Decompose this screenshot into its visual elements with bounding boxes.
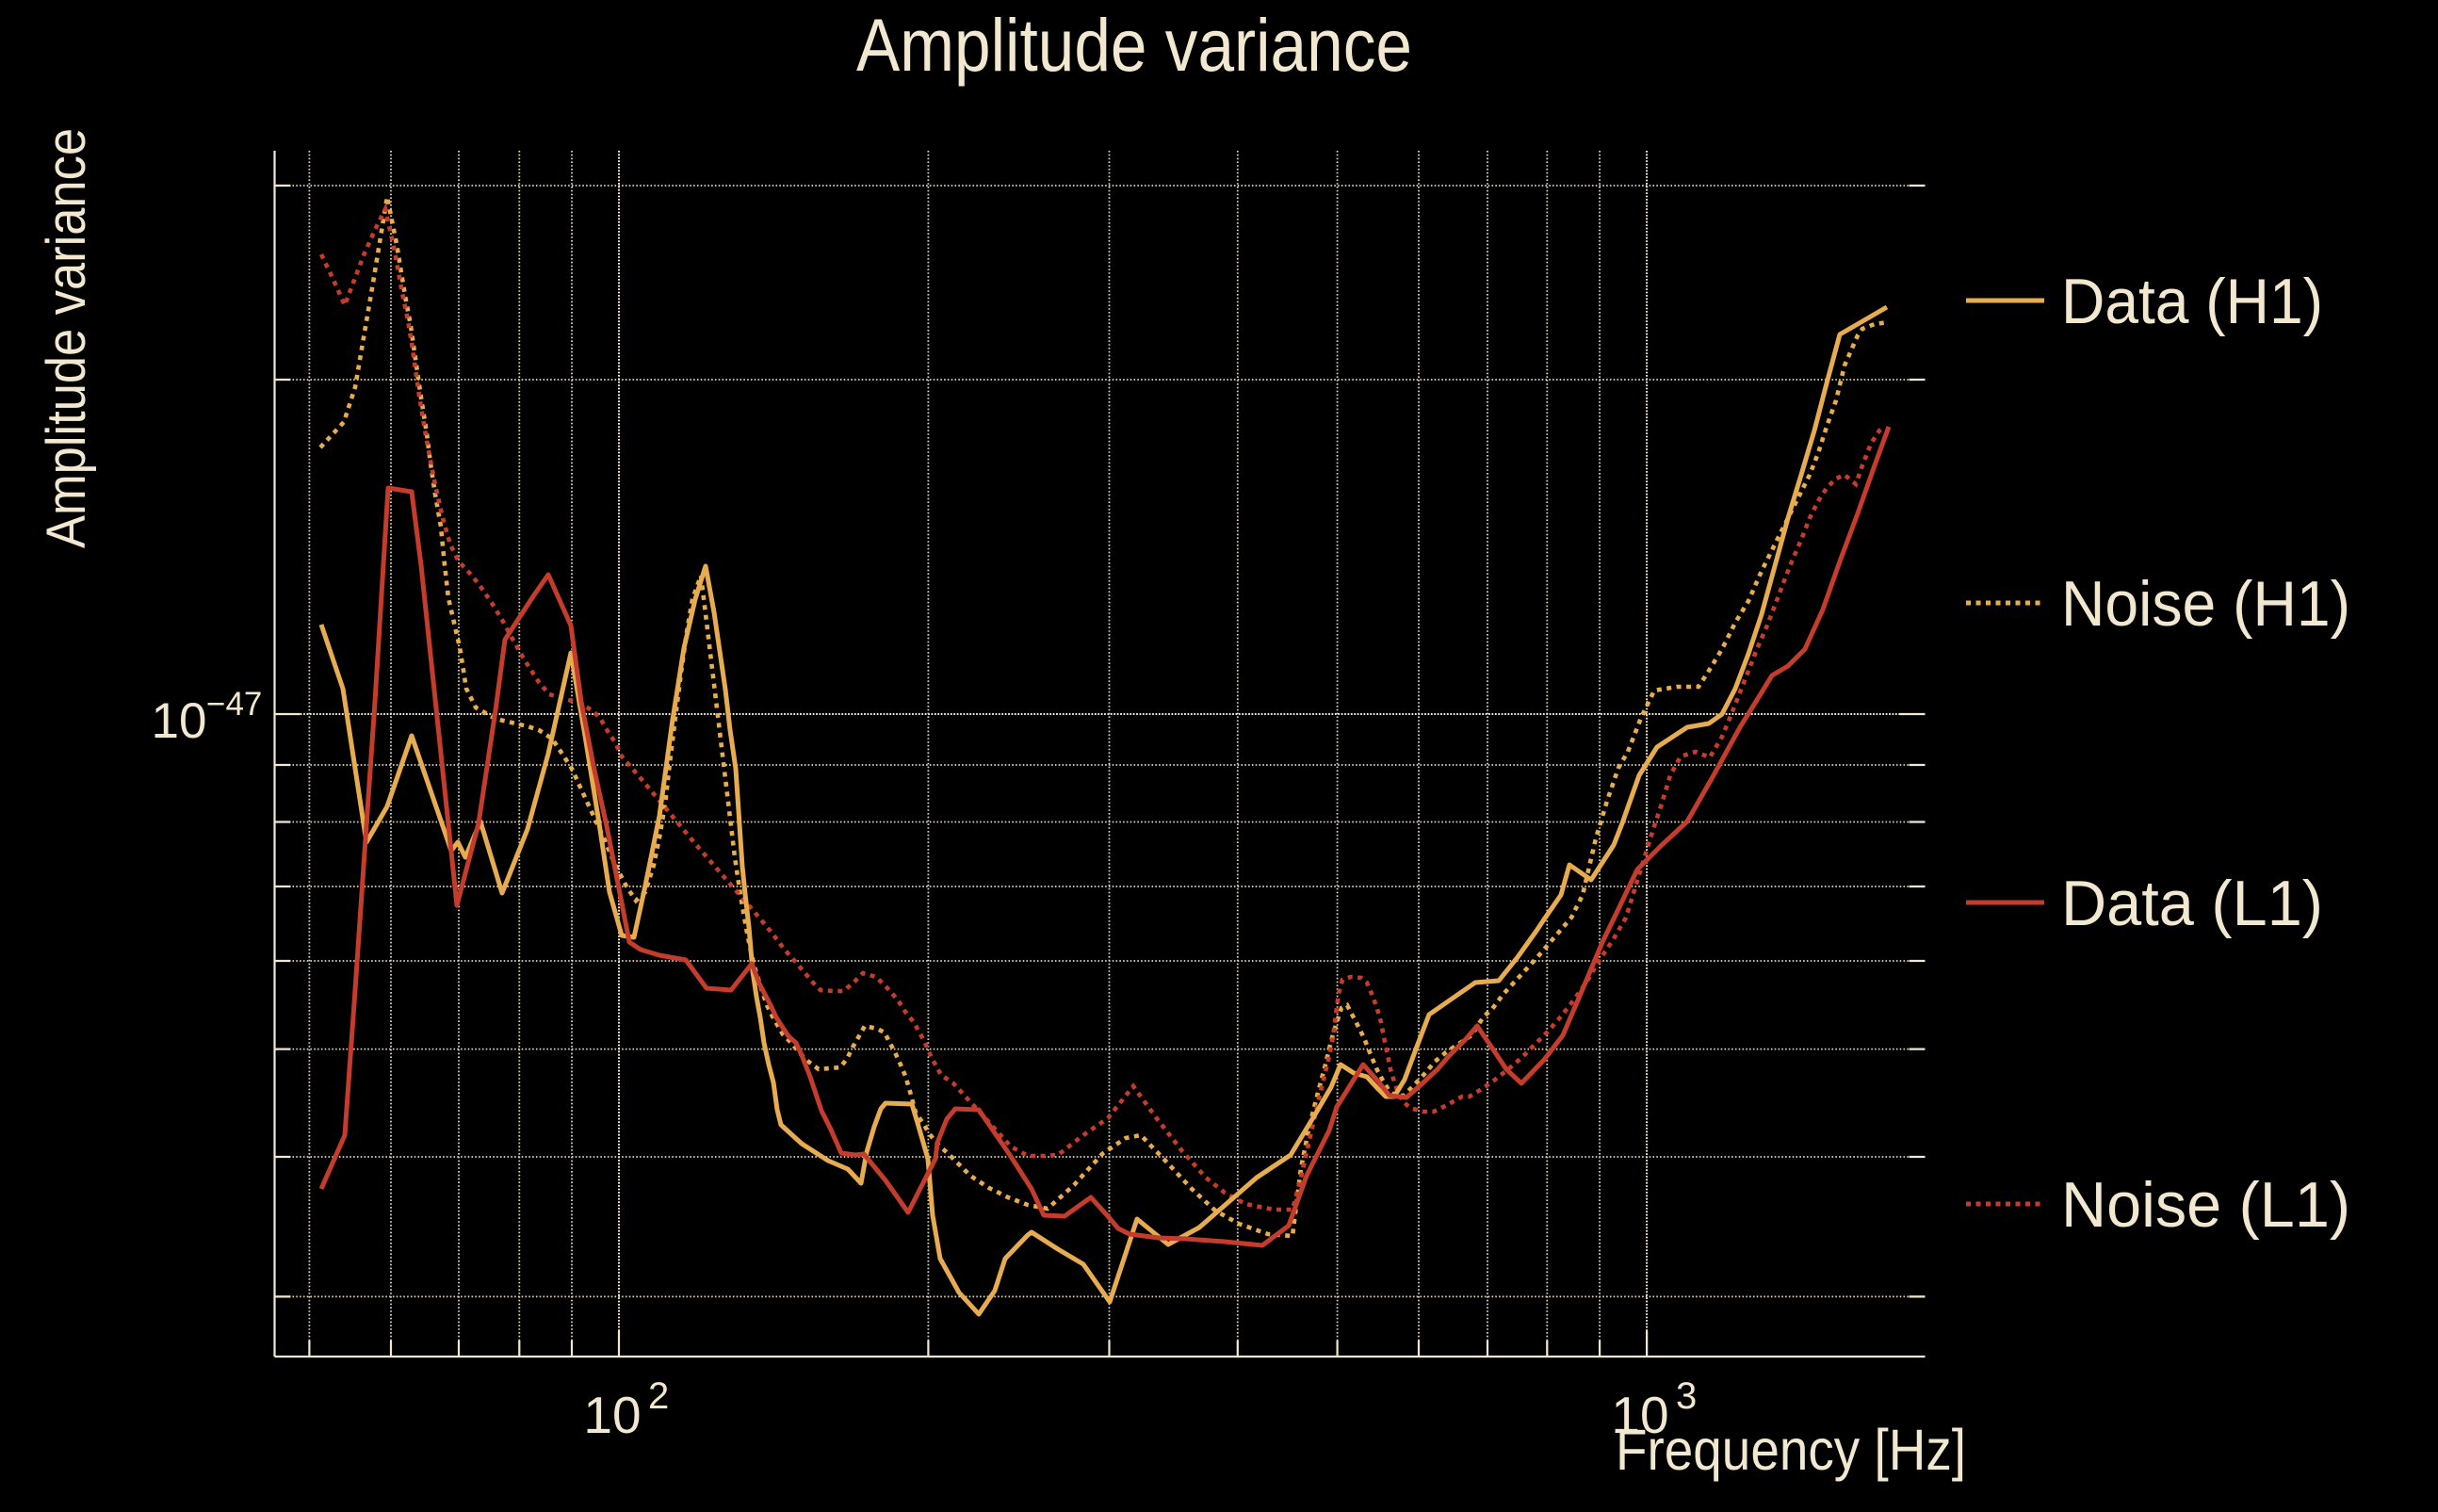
svg-text:Amplitude variance: Amplitude variance bbox=[36, 128, 97, 548]
svg-text:Frequency [Hz]: Frequency [Hz] bbox=[1616, 1418, 1966, 1482]
svg-text:Data (L1): Data (L1) bbox=[2061, 868, 2323, 939]
svg-text:Noise (H1): Noise (H1) bbox=[2061, 568, 2350, 640]
svg-text:Data (H1): Data (H1) bbox=[2061, 266, 2323, 337]
svg-text:Amplitude variance: Amplitude variance bbox=[856, 3, 1412, 87]
svg-text:10: 10 bbox=[1611, 1386, 1668, 1444]
svg-text:3: 3 bbox=[1676, 1375, 1697, 1417]
svg-text:2: 2 bbox=[648, 1375, 669, 1417]
svg-text:−47: −47 bbox=[206, 686, 262, 723]
svg-text:10: 10 bbox=[152, 693, 207, 749]
svg-text:Noise (L1): Noise (L1) bbox=[2061, 1169, 2350, 1241]
svg-text:10: 10 bbox=[583, 1386, 641, 1444]
